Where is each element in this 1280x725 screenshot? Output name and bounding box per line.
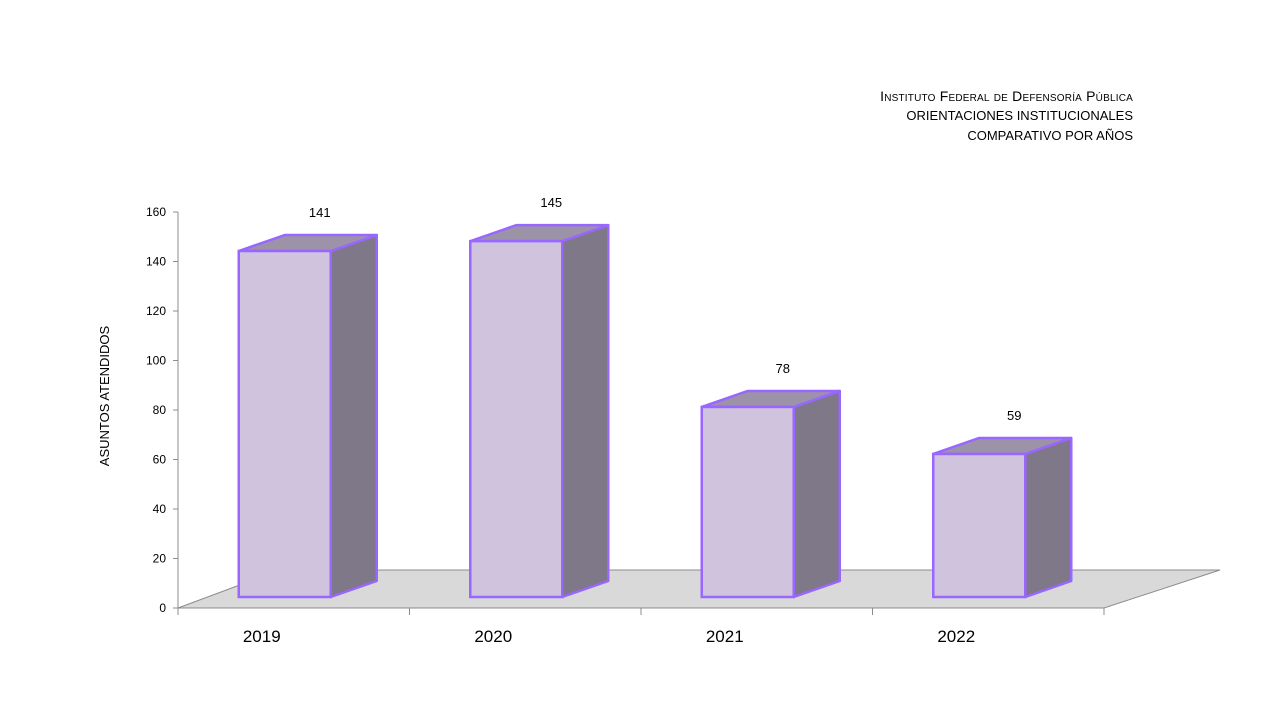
- chart-title-block: Instituto Federal de Defensoría Pública …: [880, 86, 1133, 146]
- data-label: 141: [309, 205, 331, 220]
- bar-side-face: [561, 223, 610, 599]
- y-tick-label: 20: [153, 552, 167, 566]
- bar-2022: [932, 436, 1073, 599]
- y-tick-label: 80: [153, 403, 167, 417]
- y-tick-label: 120: [146, 304, 166, 318]
- bar-side-face: [329, 233, 378, 599]
- y-axis-title: ASUNTOS ATENDIDOS: [97, 325, 112, 466]
- labels-layer: 141 2019 145 2020 78 2021 59 2022: [243, 195, 1022, 646]
- bar-side-face: [1024, 436, 1073, 599]
- chart-subtitle-1: ORIENTACIONES INSTITUCIONALES: [906, 108, 1133, 123]
- chart-subtitle-2: COMPARATIVO POR AÑOS: [967, 128, 1133, 143]
- data-label: 78: [776, 361, 790, 376]
- y-tick-label: 100: [146, 354, 166, 368]
- x-tick-label: 2019: [243, 627, 281, 646]
- bar-side-face: [792, 389, 841, 599]
- data-label: 59: [1007, 408, 1021, 423]
- axis-layer: 0 20 40 60 80 100 120 140 160 ASUNTOS ATENDIDOS: [97, 205, 1105, 615]
- x-tick-label: 2022: [937, 627, 975, 646]
- bar-2019: [237, 233, 378, 599]
- bar-front-face: [700, 405, 795, 599]
- bar-2020: [469, 223, 610, 599]
- bars-layer: [237, 223, 1073, 599]
- y-tick-label: 140: [146, 255, 166, 269]
- bar-front-face: [237, 249, 332, 599]
- bar-front-face: [469, 239, 564, 599]
- x-tick-label: 2020: [474, 627, 512, 646]
- chart-title: Instituto Federal de Defensoría Pública: [880, 88, 1133, 104]
- bar-2021: [700, 389, 841, 599]
- y-tick-label: 160: [146, 205, 166, 219]
- x-tick-label: 2021: [706, 627, 744, 646]
- bar-front-face: [932, 452, 1027, 599]
- y-tick-label: 60: [153, 453, 167, 467]
- data-label: 145: [540, 195, 562, 210]
- y-tick-label: 0: [159, 601, 166, 615]
- y-tick-label: 40: [153, 502, 167, 516]
